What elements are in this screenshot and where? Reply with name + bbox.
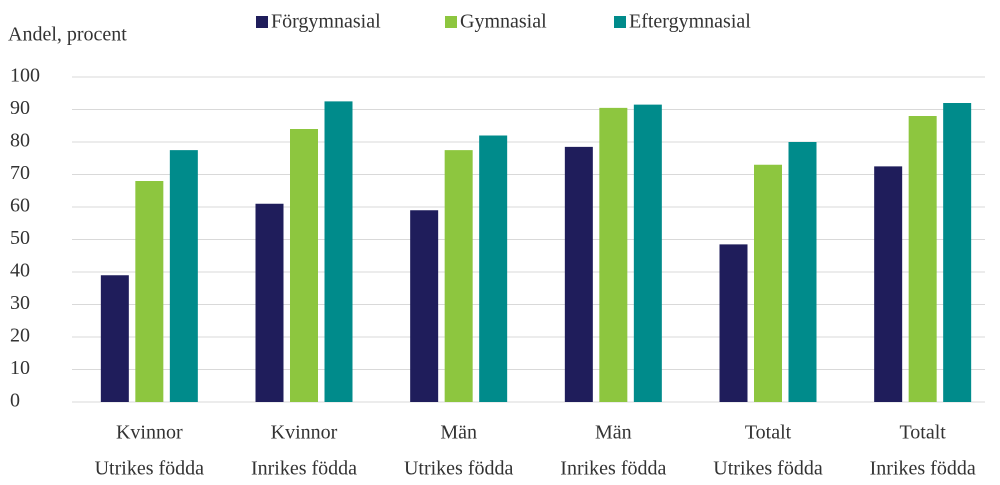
x-tick-label: Män (595, 422, 632, 444)
x-tick-label: Män (440, 422, 477, 444)
y-tick-label: 90 (10, 97, 30, 119)
bar (169, 150, 198, 402)
bar (874, 166, 903, 402)
bar (290, 129, 318, 402)
x-tick-label: Inrikes födda (870, 458, 976, 480)
x-tick-label: Utrikes födda (95, 458, 205, 480)
y-tick-label: 10 (10, 357, 30, 379)
y-tick-label: 30 (10, 292, 30, 314)
bar (943, 103, 972, 402)
bar (788, 142, 817, 402)
x-tick-label: Kvinnor (271, 422, 338, 444)
y-tick-label: 80 (10, 130, 30, 152)
bar (255, 203, 284, 402)
y-tick-label: 60 (10, 195, 30, 217)
legend-swatch (445, 16, 457, 28)
y-tick-label: 40 (10, 260, 30, 282)
x-tick-label: Utrikes födda (713, 458, 823, 480)
bar (410, 210, 439, 402)
x-tick-label: Utrikes födda (404, 458, 514, 480)
legend-swatch (256, 16, 268, 28)
x-tick-label: Inrikes födda (560, 458, 666, 480)
legend-label: Eftergymnasial (629, 11, 751, 33)
x-tick-label: Kvinnor (116, 422, 183, 444)
bar (135, 181, 164, 402)
y-tick-label: 20 (10, 325, 30, 347)
bar (479, 135, 508, 402)
legend-swatch (614, 16, 626, 28)
x-tick-label: Totalt (899, 422, 946, 444)
bar (719, 244, 748, 402)
bar (633, 104, 662, 402)
bar (599, 107, 628, 402)
bar (754, 164, 782, 402)
bar (564, 146, 593, 402)
y-tick-label: 70 (10, 162, 30, 184)
legend-label: Gymnasial (460, 11, 547, 33)
y-axis-label: Andel, procent (8, 24, 127, 46)
y-tick-label: 0 (10, 390, 20, 412)
legend-label: Förgymnasial (271, 11, 381, 33)
y-tick-label: 100 (10, 65, 40, 87)
x-tick-label: Inrikes födda (251, 458, 357, 480)
bar (324, 101, 353, 402)
bar (100, 275, 129, 402)
bar (444, 150, 473, 402)
y-tick-label: 50 (10, 227, 30, 249)
x-tick-label: Totalt (745, 422, 792, 444)
bar (908, 116, 937, 402)
